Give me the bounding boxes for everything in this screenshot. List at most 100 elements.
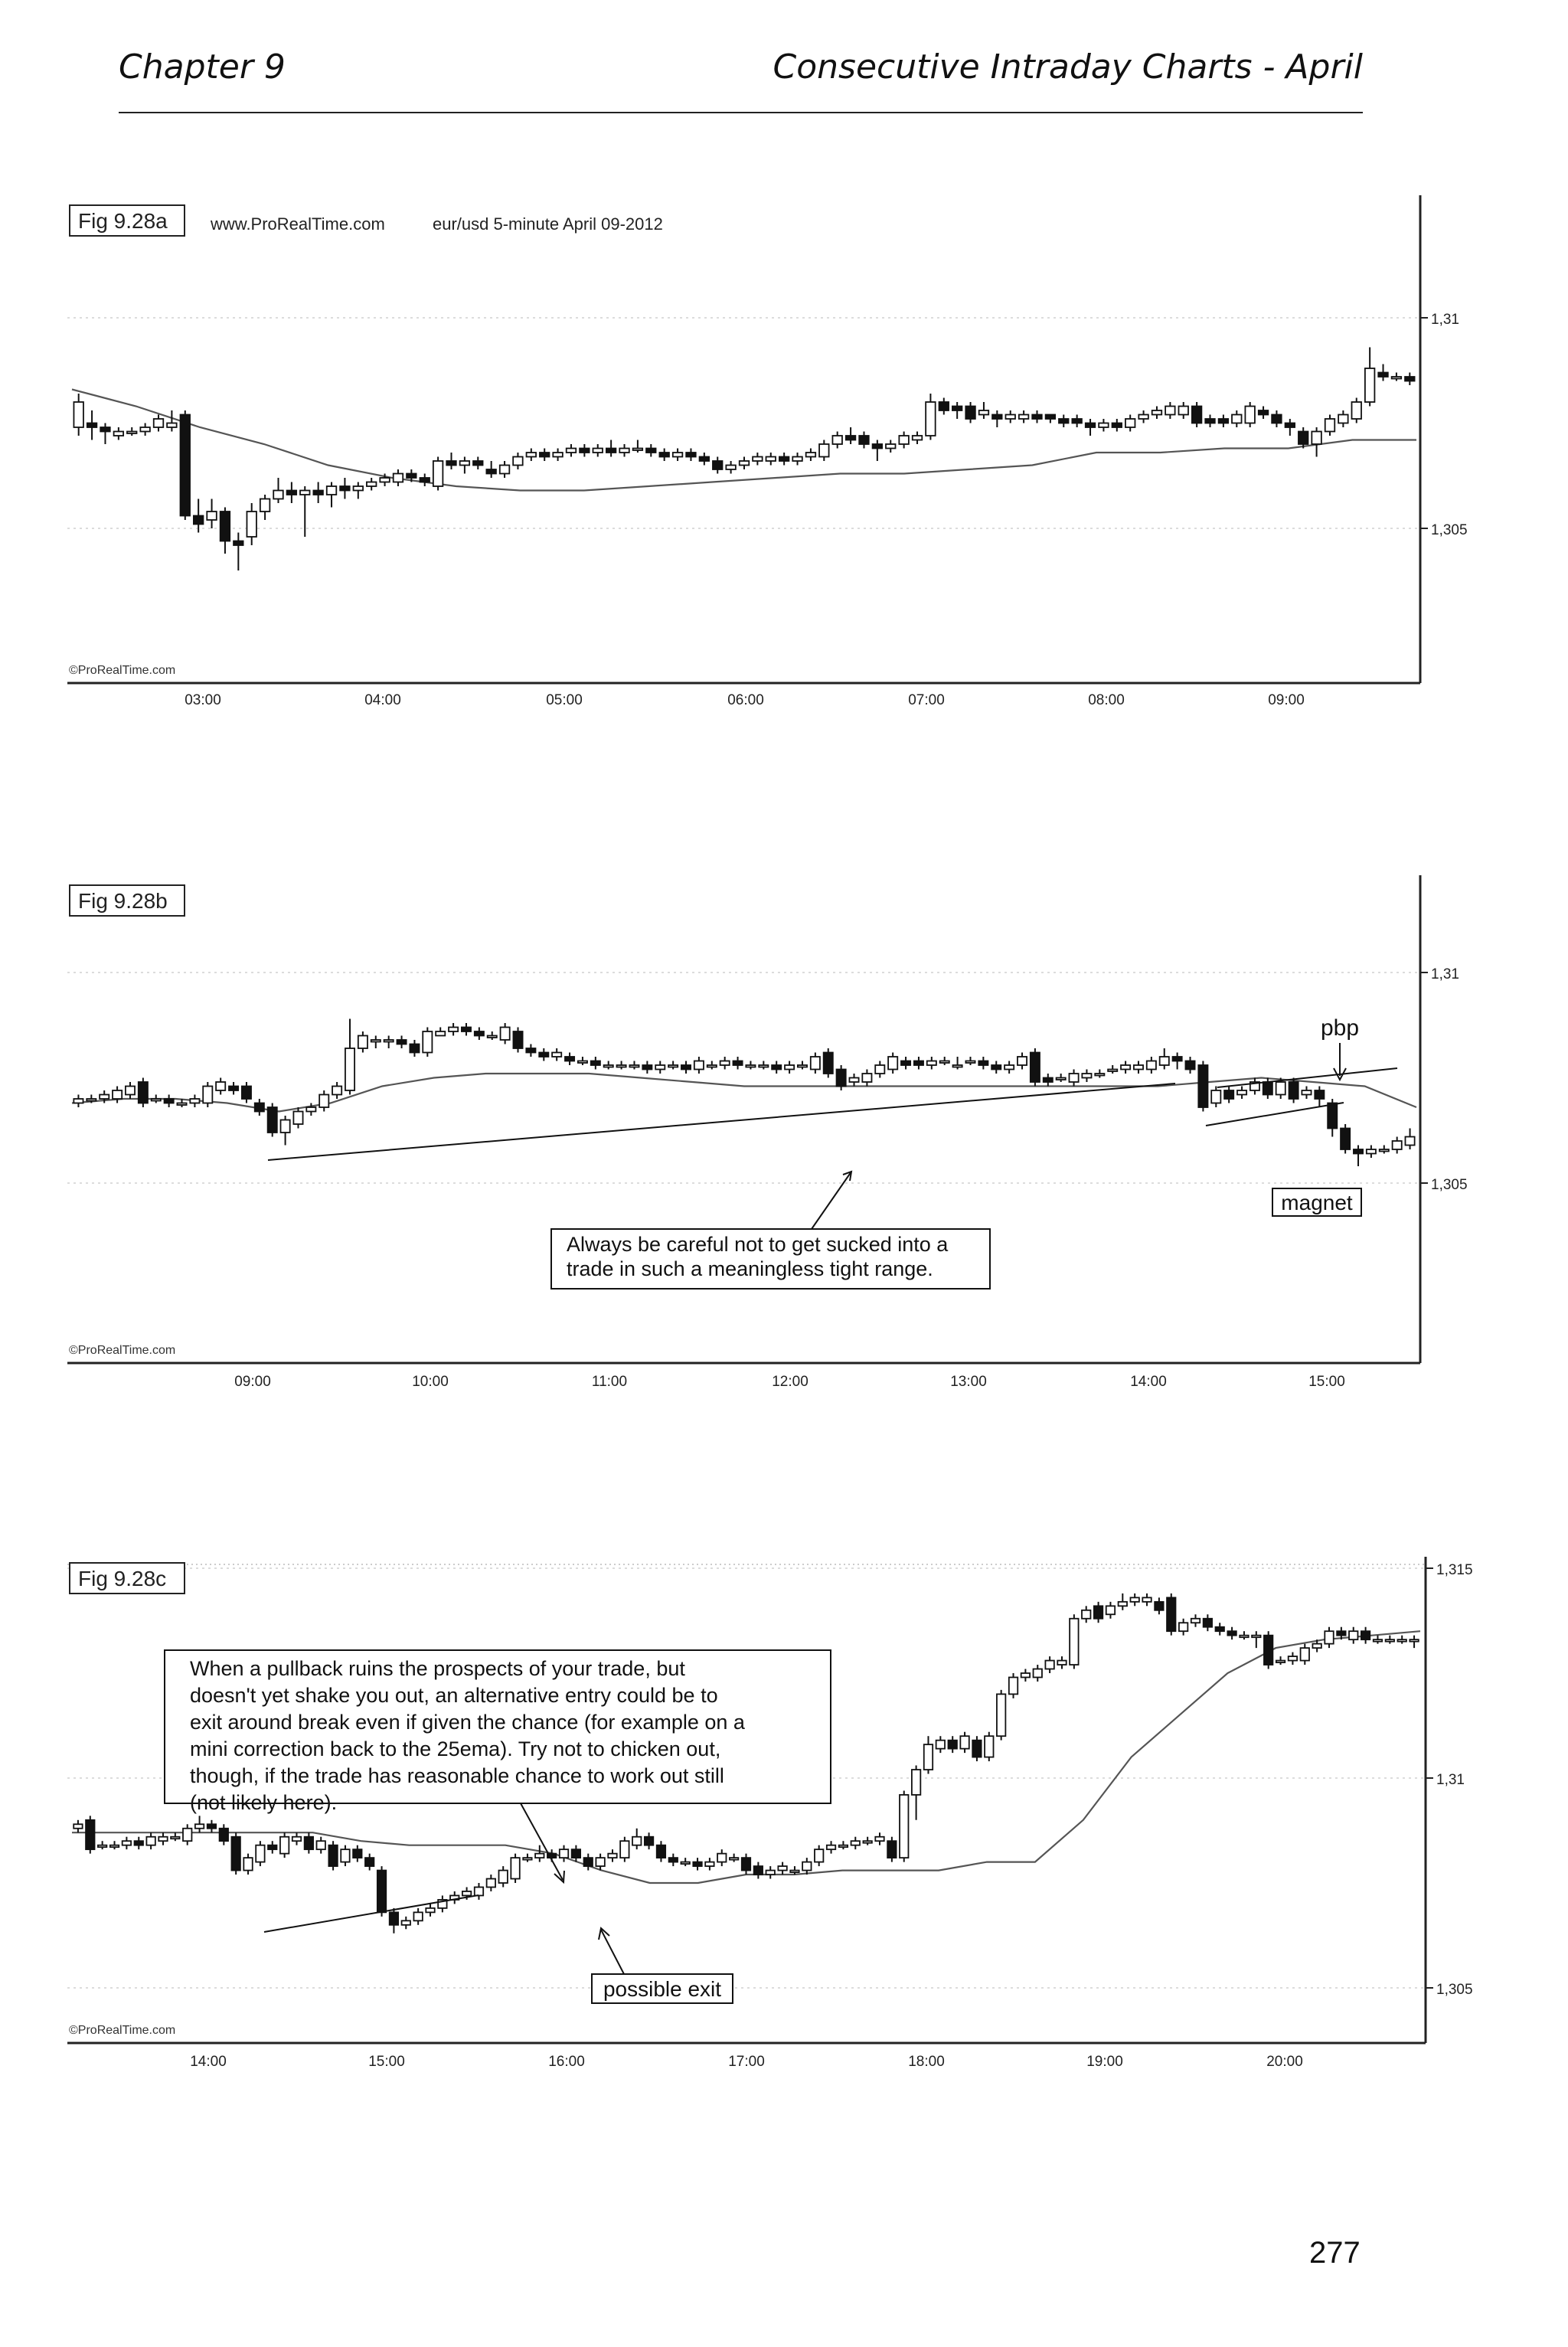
candle-bear <box>947 1739 958 1750</box>
candle-bull <box>789 1869 800 1873</box>
chart-source: www.ProRealTime.com <box>210 214 385 234</box>
candle-bear <box>193 515 204 525</box>
annotation-pbp: pbp <box>1321 1015 1359 1041</box>
exit-arrowhead <box>598 1927 610 1940</box>
candle-bull <box>1068 1073 1080 1083</box>
candle-bull <box>792 456 803 462</box>
candle-bull <box>725 464 737 470</box>
candle-bear <box>1288 1081 1299 1100</box>
y-tick-label: 1,31 <box>1431 312 1459 328</box>
candle-bull <box>1004 1064 1015 1071</box>
candle-bear <box>1227 1630 1237 1636</box>
candle-bull <box>1311 430 1322 445</box>
candle-bear <box>778 456 790 462</box>
candle-bull <box>1287 1656 1298 1662</box>
candle-bull <box>422 1031 433 1054</box>
candle-bear <box>286 489 298 495</box>
candle-bear <box>1271 414 1282 424</box>
candle-bull <box>1348 1630 1359 1641</box>
candle-bear <box>1263 1634 1274 1665</box>
callout-text: Always be careful not to get sucked into… <box>567 1233 949 1256</box>
candle-bull <box>706 1064 717 1068</box>
candle-bear <box>539 452 550 458</box>
candle-bull <box>243 1857 253 1871</box>
candle-bull <box>1145 1060 1157 1071</box>
candle-bear <box>732 1060 743 1066</box>
candle-bear <box>206 1823 217 1829</box>
note-text: When a pullback ruins the prospects of y… <box>190 1657 685 1680</box>
candle-bull <box>935 1739 946 1750</box>
candle-bull <box>325 485 338 495</box>
x-tick-label: 19:00 <box>1086 2054 1123 2070</box>
candle-bear <box>822 1051 834 1074</box>
candle-bull <box>73 1823 83 1829</box>
candle-bear <box>219 511 231 542</box>
candle-bull <box>1396 1639 1407 1643</box>
candle-bull <box>273 489 284 500</box>
candle-bull <box>619 1840 630 1859</box>
candle-bear <box>230 1835 241 1871</box>
annotation-magnet: magnet <box>1281 1191 1353 1214</box>
candle-bear <box>388 1911 400 1926</box>
x-tick-label: 10:00 <box>412 1374 449 1390</box>
candle-bull <box>984 1735 995 1758</box>
candle-bear <box>1336 1630 1347 1636</box>
watermark: ©ProRealTime.com <box>69 664 175 677</box>
x-tick-label: 14:00 <box>1130 1374 1167 1390</box>
candle-bear <box>525 1048 537 1054</box>
candle-bear <box>1197 1064 1209 1108</box>
chart-info: eur/usd 5-minute April 09-2012 <box>433 214 663 234</box>
candle-bear <box>972 1739 982 1758</box>
candle-bear <box>698 456 710 462</box>
candle-bear <box>753 1865 763 1875</box>
candle-bull <box>885 443 897 449</box>
candle-bull <box>299 489 311 495</box>
candle-bear <box>844 435 857 441</box>
candle-bull <box>978 410 990 416</box>
candle-bull <box>899 1794 910 1859</box>
candle-bear <box>1184 1060 1196 1071</box>
candle-bull <box>765 1869 776 1875</box>
candle-bull <box>1312 1643 1322 1649</box>
chapter-title: Chapter 9 <box>119 47 286 87</box>
candle-bull <box>357 1035 368 1049</box>
candle-bull <box>797 1064 808 1068</box>
candle-bull <box>292 1110 304 1125</box>
candle-bear <box>1084 422 1096 428</box>
wedge-lower-line <box>1205 1102 1344 1126</box>
candle-bull <box>1178 405 1189 416</box>
candle-bull <box>279 1835 290 1855</box>
candle-bull <box>552 452 564 458</box>
candle-bear <box>352 1849 363 1859</box>
note-text: though, if the trade has reasonable chan… <box>190 1764 724 1787</box>
candle-bear <box>978 1060 989 1066</box>
candle-bull <box>1275 1659 1286 1663</box>
candle-bull <box>1069 1617 1080 1665</box>
candle-bear <box>681 1064 691 1071</box>
x-tick-label: 20:00 <box>1266 2054 1303 2070</box>
candle-bull <box>805 452 817 458</box>
candle-bull <box>693 1060 704 1071</box>
candle-bull <box>121 1840 132 1846</box>
candle-bear <box>913 1060 924 1066</box>
figure-label: Fig 9.28b <box>78 889 168 913</box>
candle-bear <box>461 1026 472 1032</box>
candle-bull <box>112 1090 123 1100</box>
candle-bull <box>437 1899 448 1909</box>
candle-bear <box>605 447 617 453</box>
candle-bull <box>194 1823 205 1829</box>
candle-bull <box>1275 1081 1286 1096</box>
candle-bear <box>1262 1081 1273 1096</box>
candle-bull <box>1165 405 1176 416</box>
candle-bull <box>1138 414 1149 420</box>
candle-bear <box>485 469 497 475</box>
candle-bull <box>898 435 910 445</box>
candle-bull <box>1244 405 1256 424</box>
candle-bull <box>565 447 577 453</box>
section-title: Consecutive Intraday Charts - April <box>773 47 1363 87</box>
candle-bull <box>1338 414 1349 424</box>
candle-bear <box>233 540 244 546</box>
candle-bull <box>73 1098 84 1104</box>
candle-bull <box>1299 1647 1310 1662</box>
ema-line <box>71 1072 1417 1113</box>
